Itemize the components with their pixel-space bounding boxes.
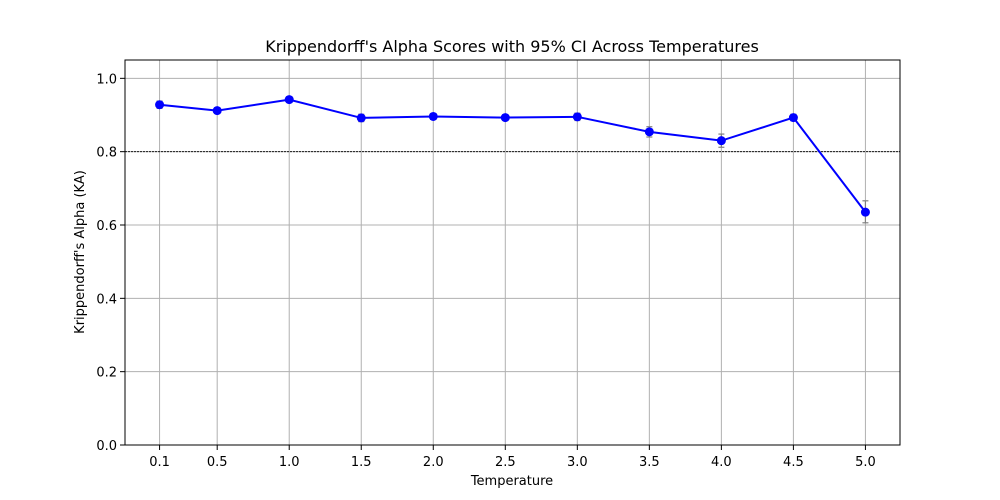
data-point [212, 106, 222, 116]
x-tick-label: 4.5 [783, 455, 804, 470]
x-tick-label: 0.1 [149, 455, 170, 470]
x-tick-label: 2.5 [495, 455, 516, 470]
x-tick-label: 1.5 [351, 455, 372, 470]
x-tick-label: 3.0 [567, 455, 588, 470]
data-point [716, 136, 726, 146]
x-tick-label: 1.0 [279, 455, 300, 470]
data-point [788, 113, 798, 123]
chart-title: Krippendorff's Alpha Scores with 95% CI … [265, 37, 759, 56]
plot-frame [124, 59, 901, 446]
y-tick-label: 0.4 [96, 292, 117, 307]
y-tick-label: 0.6 [96, 219, 117, 234]
series-line [159, 98, 867, 213]
series-line-group [159, 98, 867, 213]
x-tick-label: 4.0 [711, 455, 732, 470]
data-points [155, 95, 870, 217]
x-tick-label: 3.5 [639, 455, 660, 470]
data-point [644, 127, 654, 137]
data-point [572, 112, 582, 122]
data-point [860, 207, 870, 217]
data-point [284, 95, 294, 105]
error-bars [156, 96, 869, 224]
data-point [500, 113, 510, 123]
data-point [155, 100, 165, 110]
x-axis-label: Temperature [470, 474, 553, 489]
x-tick-label: 0.5 [207, 455, 228, 470]
y-tick-label: 0.0 [96, 439, 117, 454]
y-tick-label: 0.2 [96, 366, 117, 381]
data-point [356, 113, 366, 123]
y-tick-label: 1.0 [96, 72, 117, 87]
x-ticks: 0.1 0.5 1.0 1.5 2.0 2.5 3.0 3.5 4.0 4.5 5.0 [149, 445, 876, 470]
x-tick-label: 2.0 [423, 455, 444, 470]
y-ticks: 0.0 0.2 0.4 0.6 0.8 1.0 [96, 72, 125, 454]
y-tick-label: 0.8 [96, 146, 117, 161]
data-point [428, 111, 438, 121]
y-axis-label: Krippendorff's Alpha (KA) [73, 170, 88, 334]
x-tick-label: 5.0 [855, 455, 876, 470]
